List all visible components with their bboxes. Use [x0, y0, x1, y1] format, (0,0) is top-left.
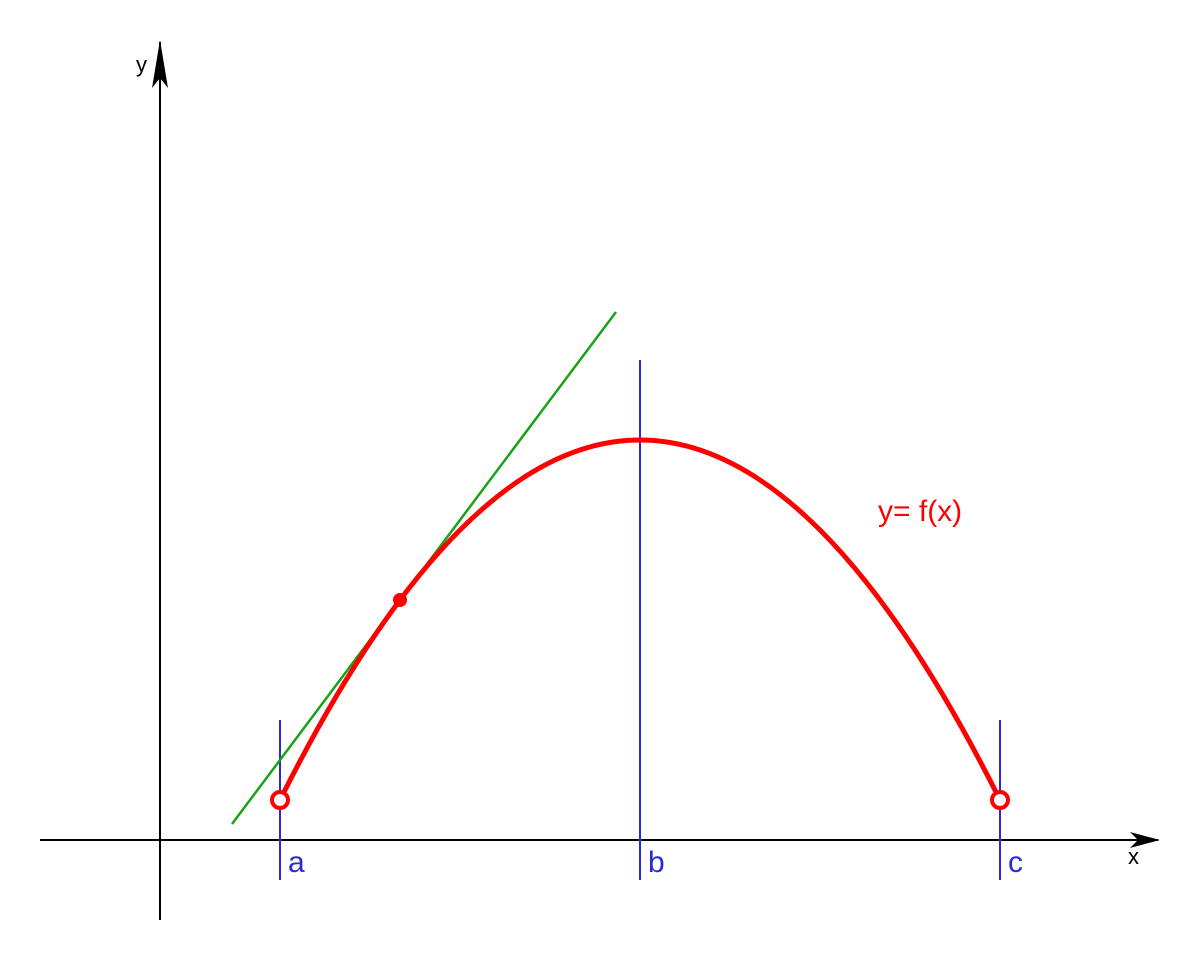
open-endpoint-a [270, 790, 290, 810]
marker-label-b: b [648, 846, 665, 879]
function-curve [277, 437, 1003, 802]
marker-label-a: a [288, 846, 305, 879]
y-axis-label: y [136, 52, 147, 77]
y-axis-arrowhead [152, 40, 168, 88]
open-endpoint-c [990, 790, 1010, 810]
tangent-point [393, 593, 407, 607]
function-label: y= f(x) [878, 495, 962, 528]
x-axis-label: x [1128, 844, 1139, 869]
marker-label-c: c [1008, 846, 1023, 879]
